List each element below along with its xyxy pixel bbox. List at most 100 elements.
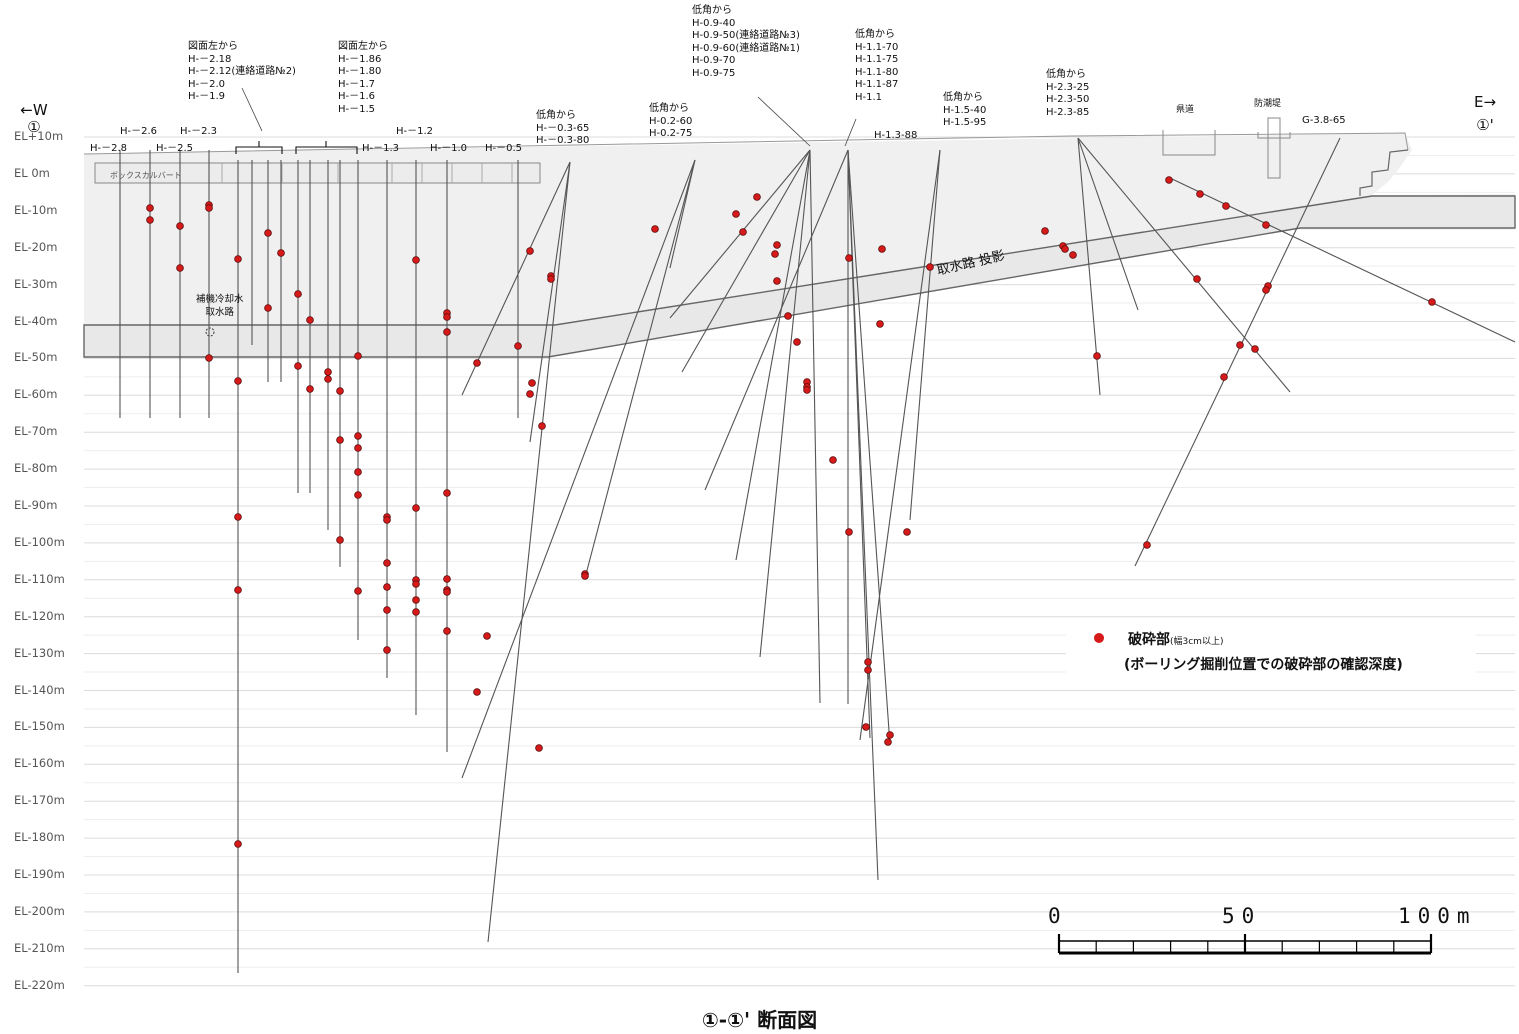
fracture-point xyxy=(526,390,534,398)
borehole-line xyxy=(584,159,696,579)
fracture-point xyxy=(903,528,911,536)
borehole-group-label-2.18-1.9: 図面左から H-－2.18 H-－2.12(連絡道路№2) H-－2.0 H-－… xyxy=(188,41,296,102)
borehole-line xyxy=(909,149,941,521)
ground-surface-line xyxy=(83,132,1409,155)
fracture-point xyxy=(176,264,184,272)
fracture-point xyxy=(876,320,884,328)
fracture-point xyxy=(234,840,242,848)
elevation-label: EL-220m xyxy=(14,977,65,992)
fracture-point xyxy=(829,456,837,464)
group-bracket-2 xyxy=(295,141,358,154)
fracture-point xyxy=(581,572,589,580)
fracture-point xyxy=(354,491,362,499)
fracture-point xyxy=(651,225,659,233)
scale-tick-0: 0 xyxy=(1048,904,1068,928)
fracture-point xyxy=(538,422,546,430)
fracture-point xyxy=(864,658,872,666)
borehole-group-label-h-0.3: 低角から H-－0.3-65 H-－0.3-80 xyxy=(536,110,590,146)
elevation-label: EL-200m xyxy=(14,903,65,918)
fracture-point xyxy=(383,606,391,614)
elevation-label: EL-60m xyxy=(14,387,58,402)
borehole-line xyxy=(529,161,571,443)
fracture-point xyxy=(878,245,886,253)
borehole-line xyxy=(847,149,891,746)
fracture-point xyxy=(1061,245,1069,253)
fracture-point xyxy=(412,256,420,264)
elevation-label: EL-70m xyxy=(14,424,58,439)
fracture-point xyxy=(383,646,391,654)
fracture-point xyxy=(1196,190,1204,198)
legend-description: (ボーリング掘削位置での破砕部の確認深度) xyxy=(1124,657,1403,673)
fracture-point xyxy=(732,210,740,218)
fracture-point xyxy=(483,632,491,640)
borehole-line xyxy=(704,149,849,491)
fracture-point xyxy=(234,255,242,263)
fracture-point xyxy=(473,359,481,367)
fracture-point xyxy=(234,586,242,594)
fracture-point xyxy=(354,587,362,595)
borehole-line xyxy=(487,161,571,943)
fracture-point xyxy=(1041,227,1049,235)
fracture-point xyxy=(324,368,332,376)
borehole-label-h-0.5: H-－0.5 xyxy=(485,143,523,154)
fracture-point xyxy=(336,536,344,544)
seawall-label: 防潮堤 xyxy=(1254,99,1282,109)
fracture-point xyxy=(773,241,781,249)
west-direction-label: ←W ① xyxy=(20,101,48,136)
fracture-point xyxy=(1236,341,1244,349)
fracture-point xyxy=(528,379,536,387)
fracture-point xyxy=(205,204,213,212)
elevation-label: EL 0m xyxy=(14,165,50,180)
legend: 破砕部(幅3cm以上) (ボーリング掘削位置での破砕部の確認深度) xyxy=(1066,624,1476,684)
fracture-point xyxy=(514,342,522,350)
fracture-point xyxy=(443,489,451,497)
elevation-label: EL-190m xyxy=(14,867,65,881)
fracture-point xyxy=(1165,176,1173,184)
seawall-top xyxy=(1257,132,1291,139)
elevation-label: EL-100m xyxy=(14,534,65,549)
borehole-line xyxy=(735,149,811,561)
elevation-label: EL-120m xyxy=(14,608,65,623)
group-bracket-1 xyxy=(235,141,283,154)
borehole-label-h1.3-88: H-1.3-88 xyxy=(874,130,918,141)
fracture-point xyxy=(803,386,811,394)
fracture-point xyxy=(1222,202,1230,210)
borehole-group-label-h0.2: 低角から H-0.2-60 H-0.2-75 xyxy=(649,103,693,139)
fracture-point xyxy=(412,608,420,616)
fracture-point xyxy=(926,263,934,271)
borehole-line xyxy=(847,149,879,881)
elevation-label: EL+10m xyxy=(14,129,64,143)
fracture-point xyxy=(884,738,892,746)
fracture-point xyxy=(354,432,362,440)
borehole-group-label-h0.9: 低角から H-0.9-40 H-0.9-50(連絡道路№3) H-0.9-60(… xyxy=(692,5,800,79)
fracture-point xyxy=(412,596,420,604)
elevation-label: EL-160m xyxy=(14,756,65,771)
elevation-label: EL-10m xyxy=(14,202,58,217)
elevation-label: EL-210m xyxy=(14,940,65,955)
fracture-point xyxy=(176,222,184,230)
fracture-point xyxy=(1262,286,1270,294)
fracture-point xyxy=(443,627,451,635)
fracture-point xyxy=(1220,373,1228,381)
fracture-point xyxy=(354,352,362,360)
legend-title: 破砕部(幅3cm以上) xyxy=(1128,632,1224,648)
borehole-label-h-2.3: H-－2.3 xyxy=(180,126,218,137)
fracture-point xyxy=(383,583,391,591)
elevation-label: EL-150m xyxy=(14,719,65,734)
east-direction-label: E→ ①' xyxy=(1473,93,1497,134)
leader-line xyxy=(757,96,811,147)
fracture-point xyxy=(1262,221,1270,229)
fracture-point xyxy=(324,375,332,383)
borehole-label-h-1.0: H-－1.0 xyxy=(430,143,468,154)
fracture-point xyxy=(383,559,391,567)
fracture-point xyxy=(1093,352,1101,360)
fracture-point xyxy=(336,436,344,444)
fracture-point xyxy=(753,193,761,201)
fracture-point xyxy=(264,304,272,312)
fracture-point xyxy=(277,249,285,257)
scale-bar xyxy=(1057,934,1433,955)
elevation-label: EL-170m xyxy=(14,793,65,808)
fracture-point xyxy=(547,275,555,283)
borehole-line xyxy=(461,159,696,779)
